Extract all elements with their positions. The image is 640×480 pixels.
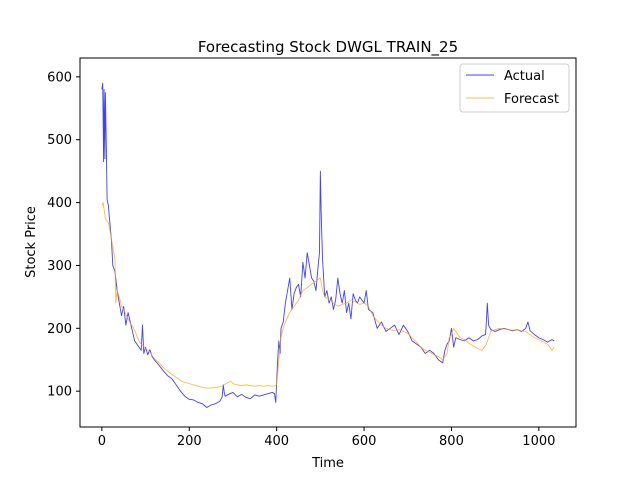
x-tick-label: 400 [264,434,289,449]
legend-label-actual: Actual [504,69,545,84]
series-line-forecast [101,202,555,389]
y-tick-label: 600 [47,70,72,85]
axes: 0 200 400 600 800 1000 100 200 300 400 500 600 [47,57,577,449]
legend: Actual Forecast [459,63,570,113]
plot-area [101,82,555,408]
x-axis-label: Time [311,456,344,471]
legend-box [459,63,570,113]
x-tick-label: 200 [177,434,202,449]
chart-title: Forecasting Stock DWGL TRAIN_25 [198,38,458,57]
x-tick-label: 0 [98,434,106,449]
y-tick-label: 400 [47,196,72,211]
x-tick-label: 600 [352,434,377,449]
axes-frame [79,57,577,428]
y-tick-label: 500 [47,133,72,148]
y-axis-label: Stock Price [24,206,39,278]
legend-label-forecast: Forecast [504,92,559,107]
y-tick-label: 300 [47,259,72,274]
x-tick-label: 800 [439,434,464,449]
y-tick-label: 100 [47,385,72,400]
series-line-actual [101,82,555,408]
x-tick-label: 1000 [522,434,555,449]
y-tick-label: 200 [47,322,72,337]
